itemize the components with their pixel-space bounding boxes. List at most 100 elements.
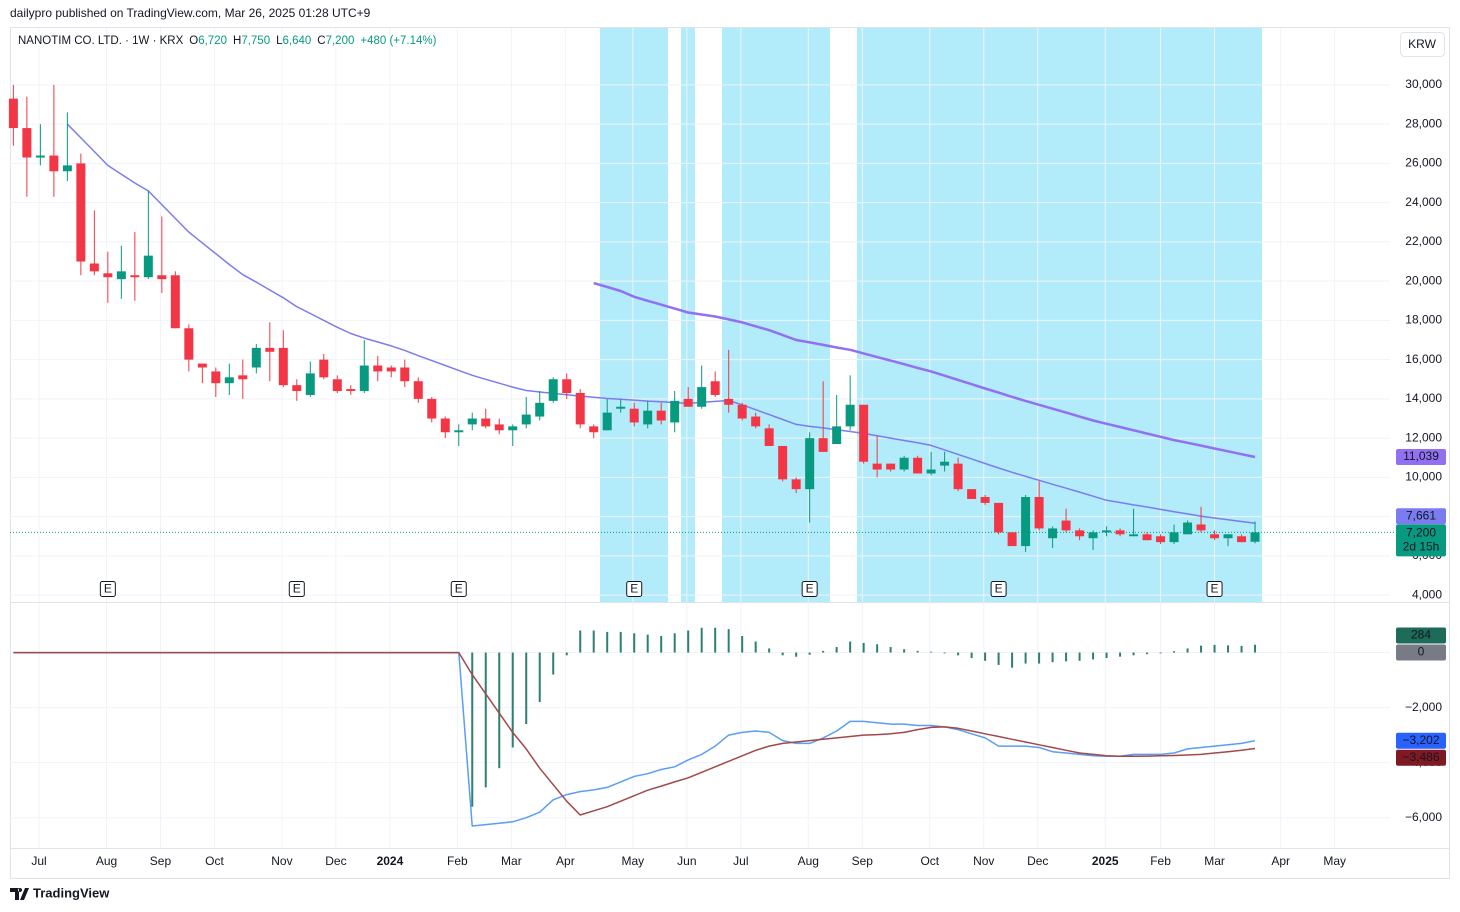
candle-body xyxy=(22,128,32,158)
candle-body xyxy=(292,385,302,392)
x-tick-label: Jul xyxy=(31,854,46,868)
histogram-bar xyxy=(619,631,622,653)
candle-body xyxy=(535,402,545,417)
candle-body xyxy=(265,347,275,352)
x-tick-label: May xyxy=(1323,854,1346,868)
x-tick-label: Sep xyxy=(150,854,172,868)
plot xyxy=(8,84,1396,827)
histogram-bar xyxy=(889,647,892,653)
candle-body xyxy=(305,373,315,395)
y-tick-label: 30,000 xyxy=(1405,77,1442,91)
candle-body xyxy=(278,347,288,386)
legend-change: +480 (+7.14%) xyxy=(360,35,436,47)
candle-body xyxy=(913,457,923,474)
candle-body xyxy=(751,416,761,427)
histogram-bar xyxy=(1132,652,1135,656)
earnings-label: E xyxy=(630,582,638,596)
y-tick-label: 10,000 xyxy=(1405,470,1442,484)
histogram-bar xyxy=(1119,652,1122,657)
histogram-bar xyxy=(930,651,933,653)
candle-body xyxy=(616,406,626,409)
x-tick-label: Sep xyxy=(852,854,874,868)
price-tag-label: −3,202 xyxy=(1402,733,1439,747)
price-tag-label: 284 xyxy=(1411,628,1431,642)
candle-body xyxy=(103,273,113,278)
candle-body xyxy=(1115,530,1125,535)
candle-body xyxy=(359,365,369,392)
candle-body xyxy=(373,365,383,372)
histogram-bar xyxy=(565,652,568,656)
candle-body xyxy=(1061,520,1071,531)
histogram-bar xyxy=(673,633,676,653)
histogram-bar xyxy=(916,650,919,653)
currency-button[interactable] xyxy=(1400,32,1445,57)
candle-body xyxy=(319,359,329,378)
price-tag-label: 11,039 xyxy=(1403,449,1439,463)
earnings-marker xyxy=(626,581,643,597)
y-tick-label: 16,000 xyxy=(1405,352,1442,366)
candle-body xyxy=(656,410,666,421)
histogram-bar xyxy=(471,652,474,807)
candle-body xyxy=(562,379,572,394)
candle-body xyxy=(724,398,734,405)
candle-body xyxy=(62,165,72,172)
x-tick-label: Feb xyxy=(447,854,468,868)
countdown-label: 2d 15h xyxy=(1403,540,1440,554)
candle-body xyxy=(130,275,140,278)
histogram-bar xyxy=(822,650,825,653)
legend-key: C xyxy=(317,35,325,47)
earnings-marker xyxy=(99,581,116,597)
earnings-label: E xyxy=(995,582,1003,596)
candle-body xyxy=(832,426,842,445)
histogram-bar xyxy=(862,642,865,653)
x-tick-label: 2024 xyxy=(377,854,404,868)
earnings-marker xyxy=(801,581,818,597)
line xyxy=(13,651,1256,827)
candle-body xyxy=(1007,532,1017,547)
legend-key: H xyxy=(233,35,241,47)
histogram-bar xyxy=(498,652,501,769)
earnings-marker xyxy=(450,581,467,597)
candle-body xyxy=(49,155,59,172)
x-tick-label: May xyxy=(622,854,645,868)
histogram-bar xyxy=(768,648,771,653)
histogram-bar xyxy=(633,633,636,653)
candle-body xyxy=(643,410,653,425)
histogram-bar xyxy=(1186,648,1189,653)
x-tick-label: Nov xyxy=(973,854,994,868)
line xyxy=(593,281,1256,459)
candle-body xyxy=(1223,534,1233,539)
x-tick-label: Aug xyxy=(798,854,819,868)
candle-body xyxy=(1034,497,1044,529)
candle-body xyxy=(386,367,396,372)
candle-body xyxy=(575,393,585,425)
candle-body xyxy=(589,426,599,433)
histogram-bar xyxy=(1065,652,1068,662)
histogram-bar xyxy=(1078,652,1081,661)
candle-body xyxy=(1129,534,1139,537)
candle-body xyxy=(238,375,248,380)
brand-name: TradingView xyxy=(33,885,110,900)
candle-body xyxy=(454,430,464,433)
histogram-bar xyxy=(903,649,906,653)
candle-body xyxy=(1088,532,1098,539)
x-tick-label: Oct xyxy=(205,854,224,868)
candle-body xyxy=(1142,534,1152,541)
candle-body xyxy=(953,463,963,490)
histogram-bar xyxy=(727,629,730,653)
currency-button-label[interactable]: KRW xyxy=(1408,37,1436,51)
histogram-bar xyxy=(1105,652,1108,659)
line xyxy=(13,651,1256,816)
y-tick-label: −6,000 xyxy=(1405,810,1442,824)
histogram-bar xyxy=(781,652,784,656)
candle-body xyxy=(89,263,99,272)
histogram-bar xyxy=(687,630,690,653)
earnings-label: E xyxy=(104,582,112,596)
histogram-bar xyxy=(957,652,960,656)
candle-body xyxy=(251,347,261,368)
candle-body xyxy=(1196,524,1206,531)
price-tag-label: 0 xyxy=(1418,645,1425,659)
histogram-bar xyxy=(538,652,541,703)
histogram-bar xyxy=(1038,652,1041,664)
symbol: NANOTIM CO. LTD. · 1W · KRX xyxy=(18,35,184,47)
